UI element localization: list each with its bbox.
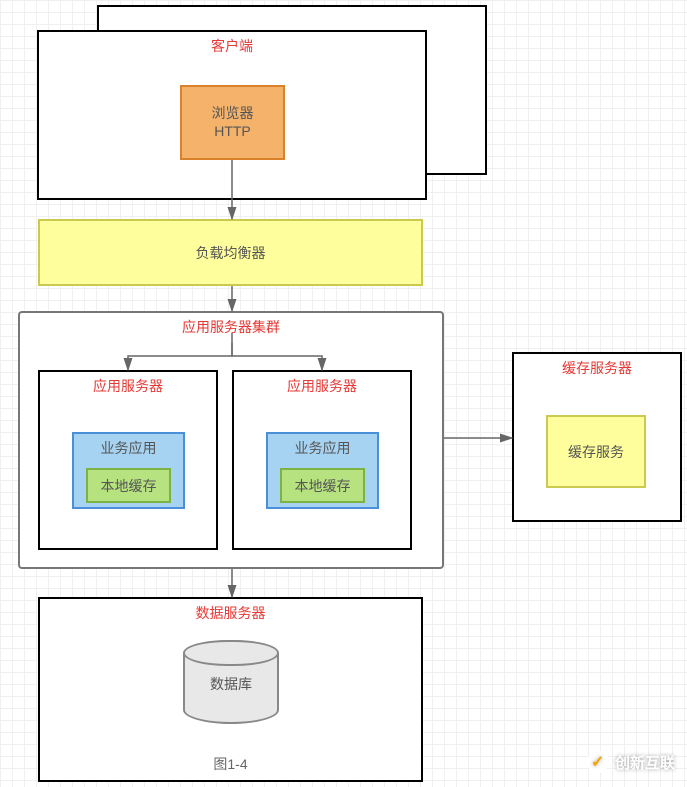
local-cache-1-label: 本地缓存 xyxy=(88,476,169,496)
figure-caption: 图1-4 xyxy=(40,754,421,774)
watermark-logo-icon xyxy=(587,751,609,773)
cache-service-label: 缓存服务 xyxy=(548,442,644,462)
watermark: 创新互联 xyxy=(587,751,675,773)
browser-node: 浏览器 HTTP xyxy=(180,85,285,160)
business-app-2-label: 业务应用 xyxy=(268,438,377,458)
database-node: 数据库 xyxy=(183,640,279,724)
app-server-1-title: 应用服务器 xyxy=(40,376,216,396)
business-app-1-label: 业务应用 xyxy=(74,438,183,458)
client-title: 客户端 xyxy=(39,36,425,56)
load-balancer-node: 负载均衡器 xyxy=(38,219,423,286)
cluster-title: 应用服务器集群 xyxy=(20,317,442,337)
local-cache-2: 本地缓存 xyxy=(280,468,365,503)
database-label: 数据库 xyxy=(185,674,277,694)
browser-label: 浏览器 HTTP xyxy=(182,104,283,142)
local-cache-1: 本地缓存 xyxy=(86,468,171,503)
cache-service-node: 缓存服务 xyxy=(546,415,646,488)
watermark-text: 创新互联 xyxy=(615,752,675,773)
cache-server-title: 缓存服务器 xyxy=(514,358,680,378)
app-server-2-title: 应用服务器 xyxy=(234,376,410,396)
local-cache-2-label: 本地缓存 xyxy=(282,476,363,496)
data-server-title: 数据服务器 xyxy=(40,603,421,623)
load-balancer-label: 负载均衡器 xyxy=(40,243,421,263)
